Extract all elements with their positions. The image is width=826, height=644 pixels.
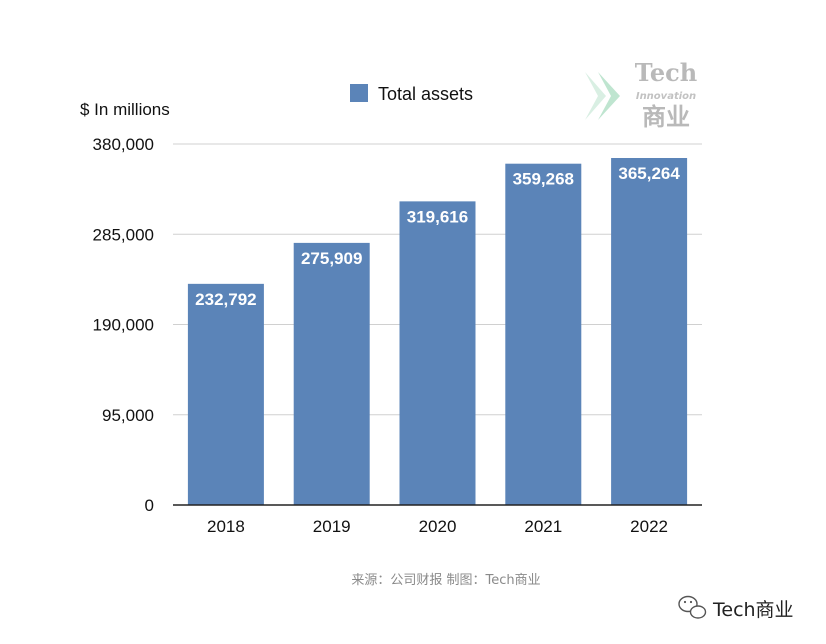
data-label-2019: 275,909 <box>301 249 362 268</box>
data-label-2022: 365,264 <box>618 164 680 183</box>
source-note: 来源：公司财报 制图：Tech商业 <box>351 573 540 588</box>
y-axis-title: $ In millions <box>80 100 170 119</box>
bar-2018 <box>187 283 264 505</box>
bar-2019 <box>293 242 370 505</box>
brand-label: Tech商业 <box>712 599 794 621</box>
watermark-arrow-icon <box>585 72 606 120</box>
y-tick-label: 0 <box>145 496 154 515</box>
watermark-logo: Tech Innovation 商业 <box>585 58 697 131</box>
brand-footer: Tech商业 <box>678 595 794 621</box>
watermark-line2: Innovation <box>636 91 696 102</box>
bars <box>187 157 688 505</box>
x-axis-ticks: 2018 2019 2020 2021 2022 <box>207 517 668 536</box>
data-label-2021: 359,268 <box>513 170 574 189</box>
bar-2021 <box>505 163 582 505</box>
data-label-2018: 232,792 <box>195 290 256 309</box>
y-axis-ticks: 0 95,000 190,000 285,000 380,000 <box>93 135 154 515</box>
x-tick-label-2018: 2018 <box>207 517 245 536</box>
watermark-line1: Tech <box>635 58 697 87</box>
bar-2020 <box>399 201 476 505</box>
x-tick-label-2021: 2021 <box>524 517 562 536</box>
data-labels: 232,792 275,909 319,616 359,268 365,264 <box>195 164 680 309</box>
y-tick-label: 285,000 <box>93 225 154 244</box>
x-tick-label-2019: 2019 <box>313 517 351 536</box>
y-tick-label: 190,000 <box>93 316 154 335</box>
y-tick-label: 380,000 <box>93 135 154 154</box>
legend-label: Total assets <box>378 84 473 104</box>
wechat-icon <box>678 595 707 619</box>
legend-swatch <box>350 84 368 102</box>
bar-2022 <box>611 157 688 505</box>
legend: Total assets <box>350 84 473 104</box>
y-tick-label: 95,000 <box>102 406 154 425</box>
watermark-line3: 商业 <box>642 102 690 131</box>
data-label-2020: 319,616 <box>407 207 468 226</box>
x-tick-label-2020: 2020 <box>419 517 457 536</box>
x-tick-label-2022: 2022 <box>630 517 668 536</box>
